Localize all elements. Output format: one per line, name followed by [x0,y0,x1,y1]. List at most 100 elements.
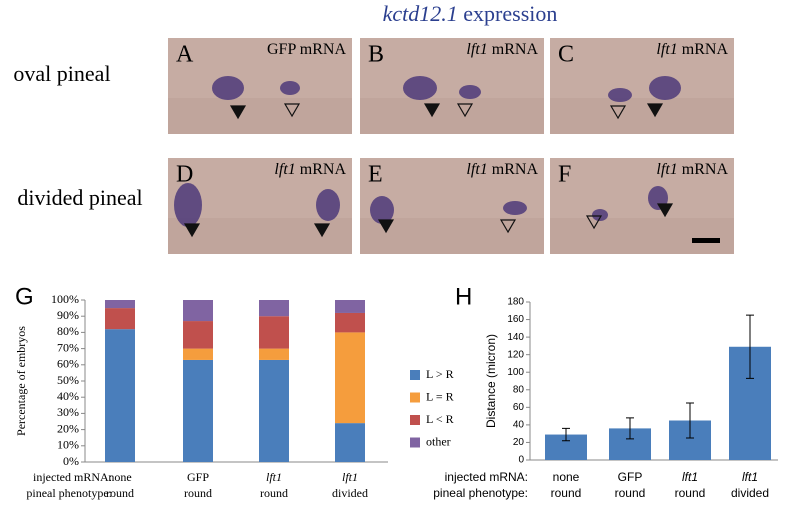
y-tick-label: 140 [507,332,524,343]
x-subcategory-label: round [184,486,212,500]
bar-segment [105,329,135,462]
x-row-label: injected mRNA: [33,470,112,484]
legend-swatch [410,437,420,448]
bar-segment [259,300,289,317]
arrowhead [377,219,395,234]
panel-gene: GFP [267,41,296,58]
stain [608,88,632,102]
x-tick-label: GFP [187,470,209,484]
legend-label: other [426,434,451,448]
legend-label: L < R [426,412,454,426]
stain [459,85,481,99]
bar-segment [335,423,365,462]
arrowhead [609,105,627,120]
x-row-label: pineal phenotype: [433,486,528,500]
panel-gene: lft1 [466,161,487,178]
y-tick-label: 20% [57,421,79,435]
panel-label: GFP mRNA [267,41,346,58]
x-tick-label: lft1 [742,470,758,484]
arrowhead [585,215,603,230]
micrograph-shade [550,218,734,254]
x-subcategory-label: round [675,486,706,500]
x-subcategory-label: round [615,486,646,500]
panel-gene: lft1 [274,161,295,178]
y-tick-label: 60% [57,357,79,371]
x-tick-label: GFP [618,470,643,484]
bar-segment [259,359,289,462]
x-tick-label: lft1 [266,470,282,484]
figure-title: kctd12.1 expression [383,1,558,26]
bar-segment [183,300,213,322]
y-tick-label: 0 [518,455,524,466]
panel-gene: lft1 [656,41,677,58]
y-tick-label: 120 [507,349,524,360]
y-tick-label: 30% [57,405,79,419]
legend-swatch [410,370,420,380]
bar-segment [183,348,213,360]
panel-label: lft1 mRNA [274,161,346,178]
panel-label: lft1 mRNA [466,41,538,58]
x-subcategory-label: divided [731,486,769,500]
panel-letter: G [15,283,34,310]
stain [280,81,300,95]
panel-letter: B [368,42,384,68]
panel-label: lft1 mRNA [466,161,538,178]
arrowhead [229,105,247,120]
y-tick-label: 90% [57,308,79,322]
error-bar [686,402,694,439]
error-bar [562,427,570,442]
x-subcategory-label: divided [332,486,368,500]
y-tick-label: 80 [513,384,525,395]
panel-gene: lft1 [466,41,487,58]
stain [649,76,681,100]
stain [212,76,244,100]
y-tick-label: 0% [63,454,79,468]
y-tick-label: 40% [57,389,79,403]
micrograph-shade [168,98,352,134]
bar-segment [335,300,365,313]
micrograph-shade [550,98,734,134]
legend-label: L = R [426,389,454,403]
panel-letter: D [176,162,193,188]
y-axis-title: Distance (micron) [484,334,498,428]
panel-mrna: mRNA [492,41,539,58]
panel-mrna: mRNA [682,161,729,178]
arrowhead [423,103,441,118]
panel-letter: H [455,283,472,310]
stain [370,196,394,224]
arrowhead [283,103,301,118]
row-label: oval pineal [13,61,110,86]
title-text: expression [463,1,557,26]
x-subcategory-label: round [260,486,288,500]
error-bar [746,314,754,379]
legend-swatch [410,392,420,403]
bar-segment [335,332,365,424]
bar-segment [183,321,213,349]
bar-segment [259,316,289,349]
y-tick-label: 100% [51,292,79,306]
arrowhead [646,103,664,118]
bar-segment [259,348,289,360]
x-tick-label: none [553,470,580,484]
legend-swatch [410,415,420,425]
arrowhead [656,203,674,218]
panel-mrna: mRNA [300,161,347,178]
y-tick-label: 160 [507,314,524,325]
y-tick-label: 20 [513,437,525,448]
panel-label: lft1 mRNA [656,41,728,58]
panel-letter: A [176,42,194,68]
panel-mrna: mRNA [492,161,539,178]
y-axis-title: Percentage of embryos [14,326,28,436]
stain [316,189,340,221]
x-tick-label: lft1 [682,470,698,484]
x-row-label: pineal phenotype: [26,486,112,500]
panel-mrna: mRNA [682,41,729,58]
arrowhead [456,103,474,118]
y-tick-label: 70% [57,340,79,354]
panel-letter: E [368,162,383,188]
stain [592,209,608,221]
legend-label: L > R [426,367,454,381]
y-tick-label: 100 [507,367,524,378]
title-gene: kctd12.1 [383,1,458,26]
